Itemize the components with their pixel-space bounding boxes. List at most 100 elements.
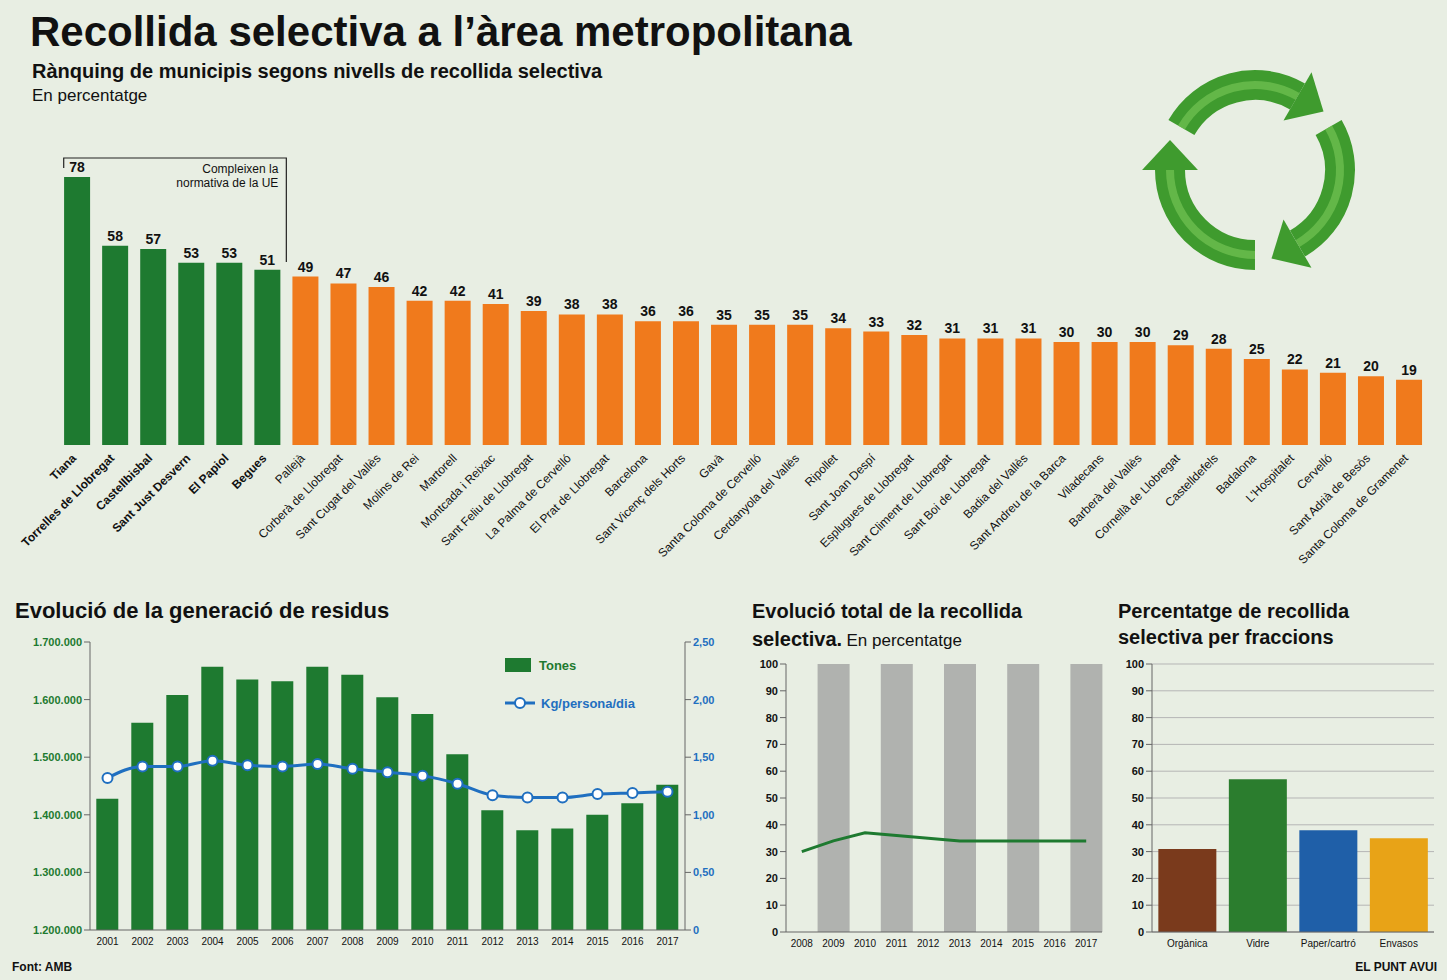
svg-text:28: 28 <box>1211 331 1227 347</box>
svg-text:0: 0 <box>772 926 778 938</box>
svg-text:1,00: 1,00 <box>693 809 714 821</box>
svg-text:1,50: 1,50 <box>693 751 714 763</box>
svg-text:Sant Andreu de la Barca: Sant Andreu de la Barca <box>967 451 1069 553</box>
svg-text:L'Hospitalet: L'Hospitalet <box>1243 451 1297 505</box>
svg-text:2010: 2010 <box>411 936 434 947</box>
svg-text:60: 60 <box>766 765 778 777</box>
svg-text:Cerdanyola del Vallès: Cerdanyola del Vallès <box>710 451 802 543</box>
svg-text:0: 0 <box>1138 926 1144 938</box>
svg-text:35: 35 <box>716 307 732 323</box>
svg-text:2014: 2014 <box>551 936 574 947</box>
svg-text:Orgànica: Orgànica <box>1167 938 1208 949</box>
svg-text:2016: 2016 <box>621 936 644 947</box>
svg-text:60: 60 <box>1132 765 1144 777</box>
svg-text:2015: 2015 <box>586 936 609 947</box>
svg-text:2004: 2004 <box>201 936 224 947</box>
svg-text:80: 80 <box>766 712 778 724</box>
svg-text:70: 70 <box>766 738 778 750</box>
svg-text:34: 34 <box>830 310 846 326</box>
svg-text:38: 38 <box>564 296 580 312</box>
svg-text:Paper/cartró: Paper/cartró <box>1301 938 1356 949</box>
svg-text:20: 20 <box>1363 358 1379 374</box>
svg-text:20: 20 <box>1132 872 1144 884</box>
svg-text:19: 19 <box>1401 362 1417 378</box>
svg-text:2,00: 2,00 <box>693 694 714 706</box>
svg-text:47: 47 <box>336 265 352 281</box>
svg-text:2005: 2005 <box>236 936 259 947</box>
svg-text:40: 40 <box>766 819 778 831</box>
svg-text:2013: 2013 <box>516 936 539 947</box>
svg-text:42: 42 <box>412 283 428 299</box>
svg-text:78: 78 <box>69 159 85 175</box>
svg-text:Sant Joan Despí: Sant Joan Despí <box>806 451 879 524</box>
svg-text:1.600.000: 1.600.000 <box>33 694 82 706</box>
svg-text:2014: 2014 <box>980 938 1003 949</box>
svg-text:33: 33 <box>868 314 884 330</box>
svg-text:2009: 2009 <box>376 936 399 947</box>
svg-text:1.200.000: 1.200.000 <box>33 924 82 936</box>
svg-text:2010: 2010 <box>854 938 877 949</box>
svg-text:53: 53 <box>183 245 199 261</box>
svg-text:42: 42 <box>450 283 466 299</box>
svg-text:2012: 2012 <box>917 938 940 949</box>
svg-text:50: 50 <box>766 792 778 804</box>
svg-text:31: 31 <box>983 320 999 336</box>
svg-text:2011: 2011 <box>447 936 469 947</box>
svg-text:1.400.000: 1.400.000 <box>33 809 82 821</box>
svg-text:80: 80 <box>1132 712 1144 724</box>
svg-text:36: 36 <box>678 303 694 319</box>
svg-text:1.300.000: 1.300.000 <box>33 866 82 878</box>
svg-text:20: 20 <box>766 872 778 884</box>
svg-text:49: 49 <box>298 259 314 275</box>
svg-text:2006: 2006 <box>271 936 294 947</box>
svg-text:39: 39 <box>526 293 542 309</box>
svg-text:Castelldefels: Castelldefels <box>1162 451 1220 509</box>
svg-text:2015: 2015 <box>1012 938 1035 949</box>
svg-text:25: 25 <box>1249 341 1265 357</box>
svg-text:Gavà: Gavà <box>696 451 726 481</box>
svg-text:2008: 2008 <box>791 938 814 949</box>
svg-text:2012: 2012 <box>481 936 504 947</box>
svg-text:Molins de Rei: Molins de Rei <box>360 451 421 512</box>
svg-text:2007: 2007 <box>306 936 329 947</box>
svg-text:100: 100 <box>1126 658 1144 670</box>
svg-text:90: 90 <box>766 685 778 697</box>
svg-text:Badia del Vallès: Badia del Vallès <box>960 451 1030 521</box>
svg-text:29: 29 <box>1173 327 1189 343</box>
svg-text:31: 31 <box>1021 320 1037 336</box>
svg-text:100: 100 <box>760 658 778 670</box>
svg-text:0: 0 <box>693 924 699 936</box>
svg-text:51: 51 <box>260 252 276 268</box>
svg-text:2016: 2016 <box>1043 938 1066 949</box>
svg-text:Begues: Begues <box>229 451 270 492</box>
svg-text:58: 58 <box>107 228 123 244</box>
svg-text:10: 10 <box>1132 899 1144 911</box>
svg-text:70: 70 <box>1132 738 1144 750</box>
svg-text:2,50: 2,50 <box>693 636 714 648</box>
svg-text:2017: 2017 <box>656 936 679 947</box>
svg-text:38: 38 <box>602 296 618 312</box>
svg-text:Sant Just Desvern: Sant Just Desvern <box>109 451 193 535</box>
svg-text:46: 46 <box>374 269 390 285</box>
svg-text:Envasos: Envasos <box>1380 938 1418 949</box>
svg-text:30: 30 <box>1135 324 1151 340</box>
svg-text:36: 36 <box>640 303 656 319</box>
svg-text:El Prat de Llobregat: El Prat de Llobregat <box>527 451 612 536</box>
svg-text:0,50: 0,50 <box>693 866 714 878</box>
svg-text:57: 57 <box>145 231 161 247</box>
svg-text:90: 90 <box>1132 685 1144 697</box>
svg-text:El Papiol: El Papiol <box>186 451 232 497</box>
svg-text:30: 30 <box>1059 324 1075 340</box>
svg-text:2011: 2011 <box>886 938 908 949</box>
svg-text:2009: 2009 <box>822 938 845 949</box>
svg-text:1.700.000: 1.700.000 <box>33 636 82 648</box>
svg-text:1.500.000: 1.500.000 <box>33 751 82 763</box>
svg-text:31: 31 <box>945 320 961 336</box>
svg-text:40: 40 <box>1132 819 1144 831</box>
svg-text:2002: 2002 <box>131 936 154 947</box>
svg-text:Santa Coloma de Gramenet: Santa Coloma de Gramenet <box>1296 451 1412 567</box>
svg-text:35: 35 <box>792 307 808 323</box>
svg-text:30: 30 <box>1132 846 1144 858</box>
svg-text:Pallejà: Pallejà <box>272 451 308 487</box>
svg-text:41: 41 <box>488 286 504 302</box>
